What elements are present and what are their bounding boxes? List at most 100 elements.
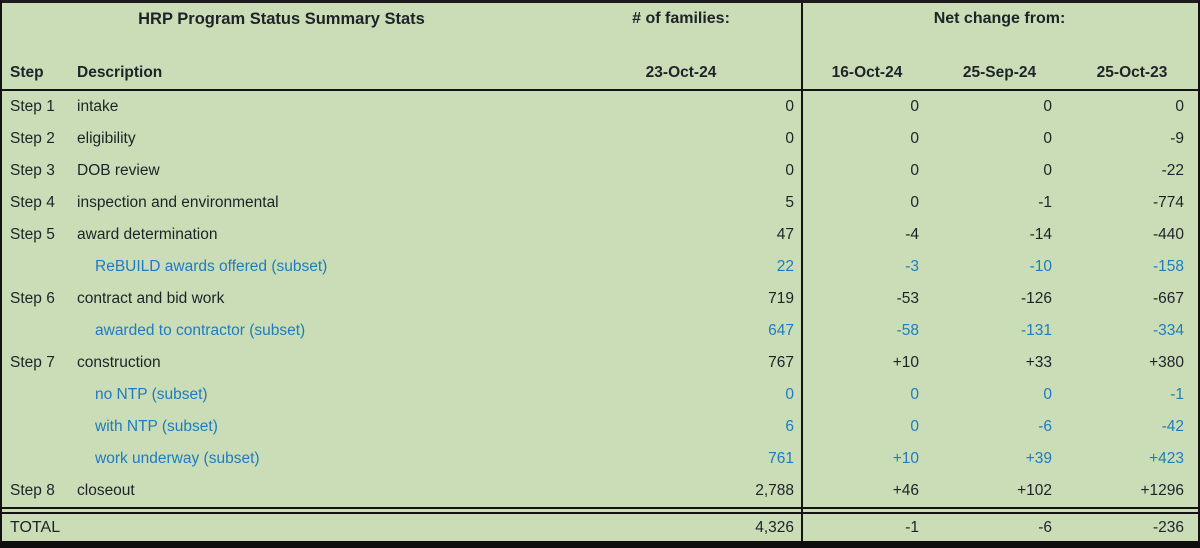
step-cell [2, 443, 72, 475]
net-change-cell-3: -9 [1170, 130, 1184, 147]
families-count-cell: 6 [785, 418, 794, 435]
net-change-cell-1: 0 [910, 98, 919, 115]
column-header-net-date-1: 16-Oct-24 [831, 64, 903, 81]
step-cell [2, 379, 72, 411]
net-change-cell-1: +46 [892, 482, 919, 499]
column-header-net-date-2: 25-Sep-24 [962, 64, 1037, 81]
net-change-cell-1: +10 [892, 450, 919, 467]
description-cell: contract and bid work [77, 290, 225, 307]
net-change-cell-2: 0 [1043, 162, 1052, 179]
description-cell: intake [77, 98, 119, 115]
families-section-label: # of families: [632, 10, 730, 27]
families-count-cell: 0 [785, 130, 794, 147]
table-row: Step 2 eligibility 0 0 0 -9 [2, 123, 1198, 155]
net-change-cell-3: -334 [1152, 322, 1184, 339]
net-change-cell-2: -1 [1038, 194, 1052, 211]
description-cell: with NTP (subset) [95, 418, 218, 435]
total-net-change-1: -1 [905, 518, 919, 536]
step-cell [2, 251, 72, 283]
description-cell: work underway (subset) [95, 450, 260, 467]
description-cell: ReBUILD awards offered (subset) [95, 258, 328, 275]
step-cell: Step 8 [10, 482, 55, 499]
net-change-section-label: Net change from: [933, 10, 1066, 27]
table-row: Step 4 inspection and environmental 5 0 … [2, 187, 1198, 219]
table-row: Step 8 closeout 2,788 +46 +102 +1296 [2, 475, 1198, 507]
families-count-cell: 719 [768, 290, 794, 307]
column-header-description: Description [77, 64, 163, 81]
families-count-cell: 0 [785, 162, 794, 179]
description-cell: eligibility [77, 130, 136, 147]
net-change-cell-2: +102 [1017, 482, 1052, 499]
net-change-cell-2: 0 [1043, 386, 1052, 403]
net-change-cell-2: -14 [1029, 226, 1052, 243]
table-header: HRP Program Status Summary Stats # of fa… [2, 3, 1198, 91]
net-change-cell-2: -131 [1020, 322, 1052, 339]
table-body: Step 1 intake 0 0 0 0 Step 2 eligibility… [2, 91, 1198, 507]
net-change-cell-2: +39 [1025, 450, 1052, 467]
total-label: TOTAL [10, 518, 61, 536]
net-change-cell-1: 0 [910, 130, 919, 147]
net-change-cell-3: -774 [1152, 194, 1184, 211]
total-net-change-2: -6 [1038, 518, 1052, 536]
table-row: Step 3 DOB review 0 0 0 -22 [2, 155, 1198, 187]
net-change-cell-2: 0 [1043, 130, 1052, 147]
net-change-cell-1: 0 [910, 162, 919, 179]
table-row: Step 6 contract and bid work 719 -53 -12… [2, 283, 1198, 315]
table-row: with NTP (subset) 6 0 -6 -42 [2, 411, 1198, 443]
families-count-cell: 0 [785, 98, 794, 115]
net-change-cell-2: +33 [1025, 354, 1052, 371]
step-cell: Step 6 [10, 290, 55, 307]
table-row: work underway (subset) 761 +10 +39 +423 [2, 443, 1198, 475]
table-row: awarded to contractor (subset) 647 -58 -… [2, 315, 1198, 347]
step-cell [2, 315, 72, 347]
step-cell: Step 3 [10, 162, 55, 179]
column-header-step: Step [10, 64, 44, 81]
net-change-cell-3: -22 [1161, 162, 1184, 179]
net-change-cell-3: -1 [1170, 386, 1184, 403]
net-change-cell-2: 0 [1043, 98, 1052, 115]
description-cell: closeout [77, 482, 135, 499]
net-change-cell-1: -3 [905, 258, 919, 275]
description-cell: no NTP (subset) [95, 386, 208, 403]
page-title: HRP Program Status Summary Stats [138, 10, 425, 28]
description-cell: awarded to contractor (subset) [95, 322, 306, 339]
step-cell [2, 411, 72, 443]
families-count-cell: 22 [776, 258, 794, 275]
description-cell: DOB review [77, 162, 160, 179]
description-cell: inspection and environmental [77, 194, 279, 211]
table-row: Step 1 intake 0 0 0 0 [2, 91, 1198, 123]
table-row: Step 7 construction 767 +10 +33 +380 [2, 347, 1198, 379]
net-change-cell-1: 0 [910, 386, 919, 403]
net-change-cell-1: -58 [896, 322, 919, 339]
step-cell: Step 1 [10, 98, 55, 115]
table-row: Step 5 award determination 47 -4 -14 -44… [2, 219, 1198, 251]
net-change-cell-3: 0 [1175, 98, 1184, 115]
net-change-cell-3: +1296 [1140, 482, 1184, 499]
families-count-cell: 0 [785, 386, 794, 403]
section-divider-line [801, 3, 803, 541]
total-families-count: 4,326 [755, 518, 794, 536]
net-change-cell-2: -6 [1038, 418, 1052, 435]
families-count-cell: 761 [768, 450, 794, 467]
net-change-cell-1: -4 [905, 226, 919, 243]
table-row: no NTP (subset) 0 0 0 -1 [2, 379, 1198, 411]
description-cell: construction [77, 354, 161, 371]
net-change-cell-1: 0 [910, 418, 919, 435]
net-change-cell-3: -667 [1152, 290, 1184, 307]
net-change-cell-1: +10 [892, 354, 919, 371]
net-change-cell-3: +380 [1149, 354, 1184, 371]
total-row: TOTAL 4,326 -1 -6 -236 [2, 514, 1198, 541]
net-change-cell-3: +423 [1149, 450, 1184, 467]
families-count-cell: 5 [785, 194, 794, 211]
step-cell: Step 7 [10, 354, 55, 371]
total-divider-double-line [2, 507, 1198, 514]
families-count-cell: 767 [768, 354, 794, 371]
column-header-net-date-3: 25-Oct-23 [1096, 64, 1168, 81]
step-cell: Step 4 [10, 194, 55, 211]
families-count-cell: 647 [768, 322, 794, 339]
net-change-cell-2: -10 [1029, 258, 1052, 275]
families-count-cell: 2,788 [755, 482, 794, 499]
step-cell: Step 2 [10, 130, 55, 147]
families-count-cell: 47 [776, 226, 794, 243]
description-cell: award determination [77, 226, 218, 243]
